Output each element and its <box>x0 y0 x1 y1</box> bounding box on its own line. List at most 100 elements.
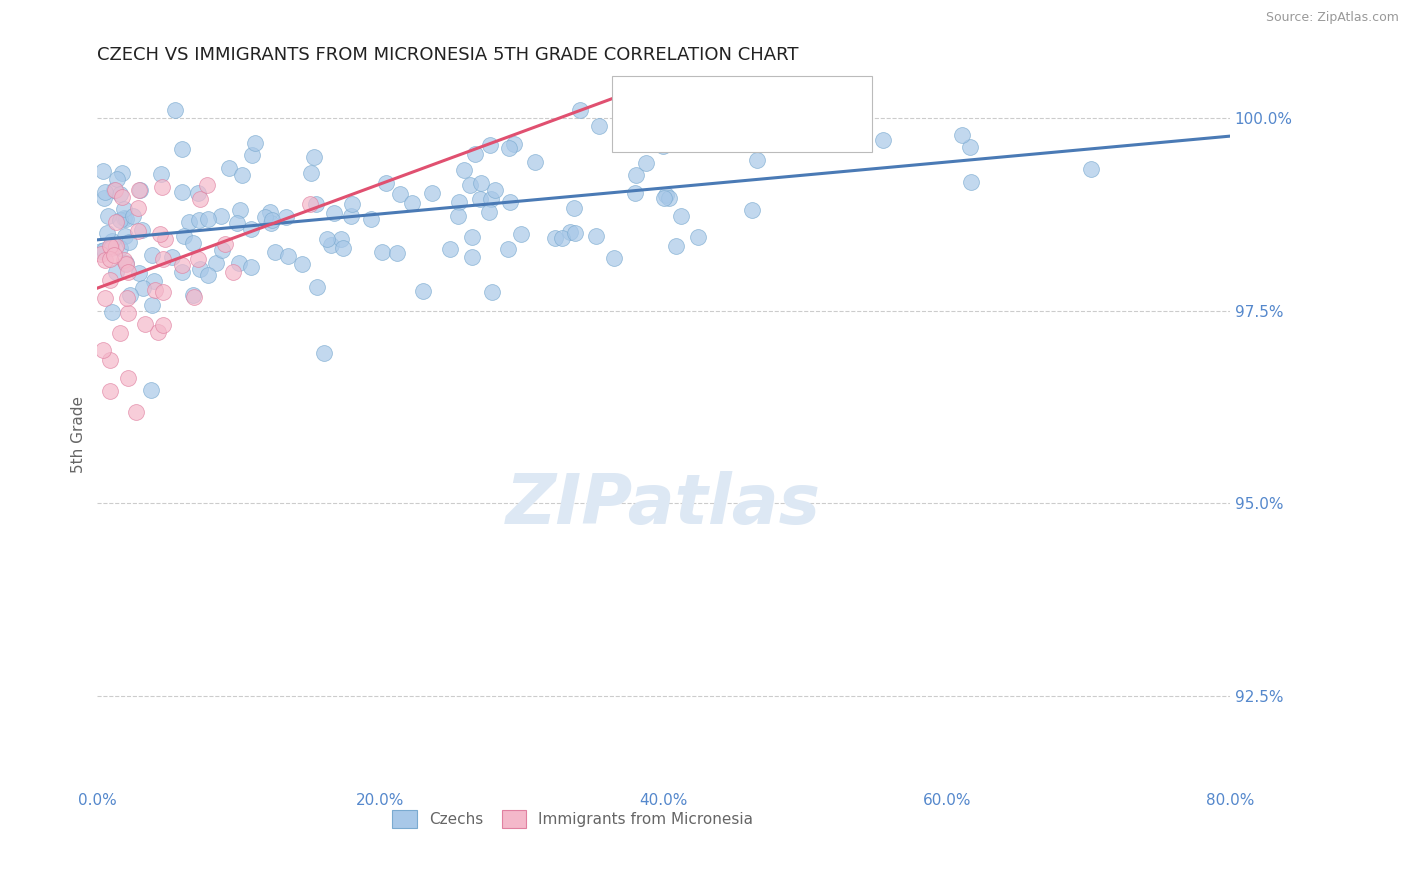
Point <box>439 242 461 256</box>
Point <box>141 298 163 312</box>
Point <box>108 326 131 340</box>
Point <box>183 290 205 304</box>
Point <box>671 209 693 223</box>
Point <box>260 212 283 227</box>
Point <box>177 215 200 229</box>
Point <box>651 139 673 153</box>
Point <box>240 221 263 235</box>
Point <box>240 260 263 274</box>
Point <box>564 226 586 240</box>
Point <box>329 232 352 246</box>
Point <box>205 256 228 270</box>
Point <box>90 247 112 261</box>
Point <box>139 383 162 397</box>
Point <box>114 229 136 244</box>
Point <box>479 138 502 153</box>
Point <box>412 284 434 298</box>
Point <box>274 210 297 224</box>
Point <box>319 238 342 252</box>
Point <box>143 284 166 298</box>
Y-axis label: 5th Grade: 5th Grade <box>72 395 86 473</box>
Point <box>658 191 681 205</box>
Point <box>152 252 174 267</box>
Point <box>481 285 503 299</box>
Point <box>332 241 354 255</box>
Point <box>152 179 174 194</box>
Point <box>104 265 127 279</box>
Point <box>105 215 128 229</box>
Point <box>90 244 112 258</box>
Point <box>181 235 204 250</box>
Point <box>420 186 443 201</box>
Point <box>464 147 486 161</box>
Point <box>173 229 195 244</box>
Point <box>693 124 716 138</box>
Point <box>628 131 651 145</box>
Point <box>302 151 325 165</box>
Point <box>665 239 688 253</box>
Text: R = 0.213   N = 43: R = 0.213 N = 43 <box>664 120 842 138</box>
Point <box>117 265 139 279</box>
Point <box>172 258 194 272</box>
Point <box>143 274 166 288</box>
Point <box>134 317 156 331</box>
Point <box>634 156 657 170</box>
Point <box>148 227 170 242</box>
Legend: Czechs, Immigrants from Micronesia: Czechs, Immigrants from Micronesia <box>387 805 759 834</box>
Point <box>498 141 520 155</box>
Point <box>114 211 136 226</box>
Point <box>479 192 502 206</box>
Point <box>950 128 973 142</box>
Point <box>960 175 983 189</box>
Point <box>114 257 136 271</box>
Point <box>499 194 522 209</box>
Point <box>165 103 187 118</box>
Point <box>128 183 150 197</box>
Point <box>127 224 149 238</box>
Point <box>117 371 139 385</box>
Point <box>197 211 219 226</box>
Point <box>655 187 678 202</box>
Point <box>588 120 610 134</box>
Point <box>461 230 484 244</box>
Point <box>115 256 138 270</box>
Text: R = 0.375   N = 138: R = 0.375 N = 138 <box>664 88 855 107</box>
Point <box>97 209 120 223</box>
Point <box>872 133 894 147</box>
Point <box>623 186 645 200</box>
Point <box>187 213 209 227</box>
Text: CZECH VS IMMIGRANTS FROM MICRONESIA 5TH GRADE CORRELATION CHART: CZECH VS IMMIGRANTS FROM MICRONESIA 5TH … <box>97 46 799 64</box>
Point <box>222 265 245 279</box>
Point <box>152 285 174 300</box>
Point <box>108 213 131 227</box>
Point <box>228 203 250 218</box>
Point <box>103 248 125 262</box>
Point <box>94 253 117 268</box>
Point <box>195 178 218 192</box>
Point <box>458 178 481 192</box>
Point <box>468 192 491 206</box>
Point <box>118 235 141 249</box>
Point <box>125 405 148 419</box>
Point <box>447 209 470 223</box>
Point <box>162 250 184 264</box>
Point <box>128 183 150 197</box>
Point <box>484 183 506 197</box>
Point <box>568 103 591 118</box>
Point <box>562 202 585 216</box>
Point <box>105 172 128 186</box>
Point <box>453 162 475 177</box>
Point <box>115 291 138 305</box>
Point <box>93 163 115 178</box>
Point <box>170 265 193 279</box>
Point <box>197 268 219 282</box>
Point <box>253 210 276 224</box>
Point <box>316 231 339 245</box>
Point <box>340 197 363 211</box>
Point <box>449 195 471 210</box>
Point <box>112 253 135 268</box>
Point <box>96 227 118 241</box>
Point <box>128 266 150 280</box>
Point <box>291 257 314 271</box>
Point <box>510 227 533 241</box>
